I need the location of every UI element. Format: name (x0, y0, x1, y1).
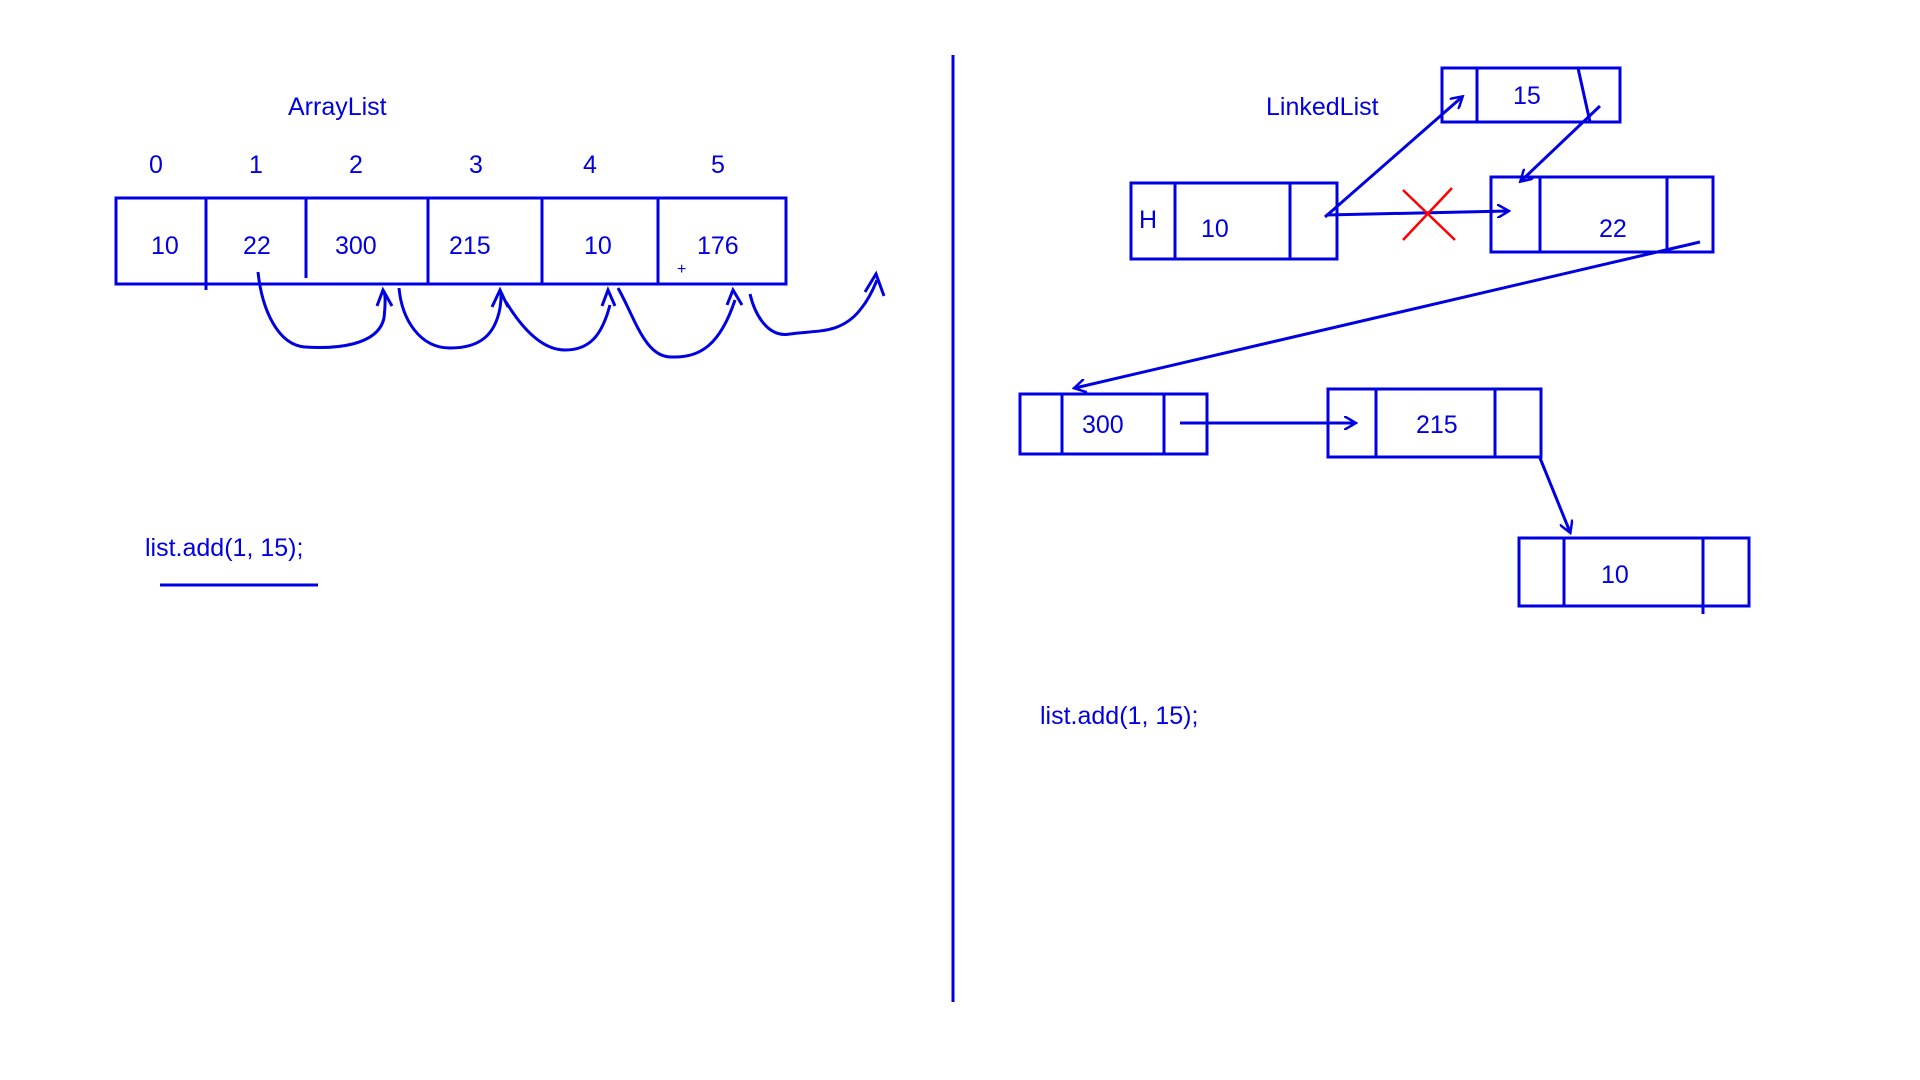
array-cell-value: 215 (449, 232, 491, 260)
arraylist-title: ArrayList (288, 93, 387, 121)
shift-arrow-1 (256, 271, 387, 349)
arraylist-indices: 0 1 2 3 4 5 (149, 151, 725, 179)
shift-arrow-2 (397, 287, 503, 350)
head-node (1129, 181, 1339, 261)
shift-arrow-5 (748, 279, 879, 336)
pointer-head-to-22 (1325, 211, 1508, 215)
index-label: 2 (349, 151, 363, 179)
index-label: 4 (583, 151, 597, 179)
linkedlist-code: list.add(1, 15); (1040, 702, 1198, 730)
index-label: 1 (249, 151, 263, 179)
new-node-15 (1440, 66, 1622, 124)
index-label: 0 (149, 151, 163, 179)
pointer-head-to-15 (1324, 97, 1462, 219)
arraylist-box (114, 196, 788, 286)
shift-arrow-4 (616, 287, 737, 359)
arraylist-values: 10 22 300 215 10 176 (151, 232, 739, 260)
array-cell-value: 176 (697, 232, 739, 260)
index-label: 5 (711, 151, 725, 179)
head-value: 10 (1201, 215, 1229, 243)
pointer-22-to-300 (1075, 240, 1701, 388)
shift-arrow-3 (504, 301, 612, 352)
plus-mark: + (677, 261, 686, 278)
node-10 (1517, 536, 1751, 608)
node-value: 215 (1416, 411, 1458, 439)
node-22 (1489, 175, 1715, 254)
pointer-15-to-22 (1521, 104, 1602, 181)
array-cell-value: 10 (151, 232, 179, 260)
new-node-value: 15 (1513, 82, 1541, 110)
array-cell-value: 300 (335, 232, 377, 260)
node-value: 300 (1082, 411, 1124, 439)
cross-mark (1402, 187, 1456, 241)
index-label: 3 (469, 151, 483, 179)
node-value: 10 (1601, 561, 1629, 589)
node-value: 22 (1599, 215, 1627, 243)
arraylist-code: list.add(1, 15); (145, 534, 303, 562)
head-label: H (1139, 206, 1157, 234)
array-cell-value: 22 (243, 232, 271, 260)
pointer-215-to-10 (1538, 457, 1570, 532)
linkedlist-title: LinkedList (1266, 93, 1379, 121)
array-cell-value: 10 (584, 232, 612, 260)
